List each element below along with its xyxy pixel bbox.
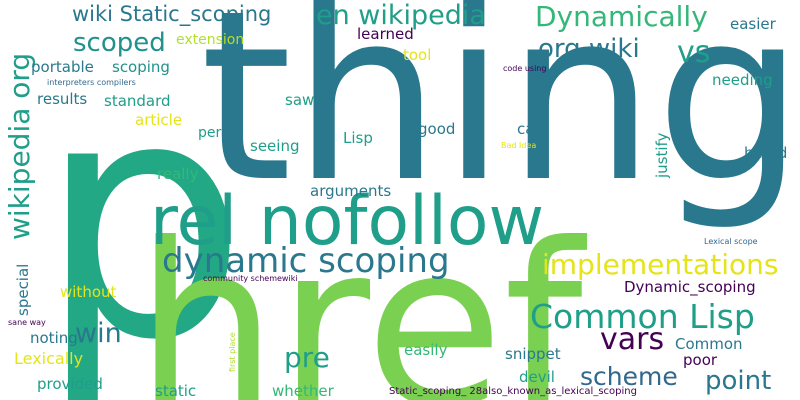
word-interpreters-compilers: interpreters compilers xyxy=(47,78,136,87)
word-wiki-static-scoping: wiki Static_scoping xyxy=(72,2,272,26)
word-care: care xyxy=(517,120,550,138)
word-without: without xyxy=(60,283,117,301)
word-good: good xyxy=(418,120,456,138)
word-first-place: first place xyxy=(228,332,237,372)
word-static: static xyxy=(155,382,197,400)
word-pre: pre xyxy=(284,341,330,374)
word-vs: vs xyxy=(677,35,711,70)
word-common-lisp: Common Lisp xyxy=(530,297,755,336)
word-dynamic-scoping-link: Dynamic_scoping xyxy=(624,278,756,296)
word-sane-way: sane way xyxy=(8,318,46,327)
word-whether: whether xyxy=(272,382,334,400)
word-point: point xyxy=(705,366,772,396)
word-thing: thing xyxy=(200,0,800,234)
word-per: per xyxy=(198,125,222,141)
word-win: win xyxy=(75,318,122,349)
word-wikipedia-org: wikipedia org xyxy=(3,52,36,240)
word-easier: easier xyxy=(730,15,776,33)
word-dynamic-scoping: dynamic scoping xyxy=(162,241,450,281)
word-tool: tool xyxy=(403,46,432,64)
word-results: results xyxy=(37,90,88,108)
word-href: href xyxy=(135,196,583,400)
word-bad-idea: Bad Idea xyxy=(501,141,537,150)
word-saw: saw xyxy=(285,91,315,109)
word-lexical-scope: Lexical scope xyxy=(704,237,758,246)
word-scheme: scheme xyxy=(580,362,678,391)
word-article: article xyxy=(135,111,183,129)
word-community-schemewiki: community schemewiki xyxy=(203,274,298,283)
word-provided: provided xyxy=(37,375,103,393)
word-vars: vars xyxy=(600,322,665,357)
word-portable: portable xyxy=(31,58,94,76)
word-static-scoping-link: Static_scoping_ 28also_known_as_lexical_… xyxy=(389,386,637,397)
word-arguments: arguments xyxy=(310,182,392,200)
word-p: p xyxy=(38,28,248,400)
word-needing: needing xyxy=(712,71,773,89)
word-heard: heard xyxy=(744,144,788,162)
word-noting: noting xyxy=(30,329,78,347)
word-en-wikipedia: en wikipedia xyxy=(316,0,486,31)
word-learned: learned xyxy=(357,25,414,43)
word-easily: easily xyxy=(404,341,448,359)
word-standard: standard xyxy=(104,92,171,110)
word-implementations: implementations xyxy=(542,248,779,281)
word-justify: justify xyxy=(653,132,671,178)
word-poor: poor xyxy=(683,351,718,369)
word-org-wiki: org wiki xyxy=(538,34,640,64)
word-dynamically: Dynamically xyxy=(535,0,708,33)
word-really: really xyxy=(157,165,199,183)
word-special: special xyxy=(14,263,32,316)
word-devil: devil xyxy=(519,368,555,386)
word-snippet: snippet xyxy=(505,345,561,363)
word-code-using: code using xyxy=(503,64,547,73)
word-common: Common xyxy=(675,335,743,353)
word-lexically: Lexically xyxy=(14,349,84,368)
word-seeing: seeing xyxy=(250,137,300,155)
word-scoping: scoping xyxy=(112,58,170,76)
word-lisp: Lisp xyxy=(343,129,373,147)
word-rel-nofollow: rel nofollow xyxy=(150,182,545,261)
word-scoped: scoped xyxy=(73,28,166,58)
word-extension: extension xyxy=(176,32,245,48)
